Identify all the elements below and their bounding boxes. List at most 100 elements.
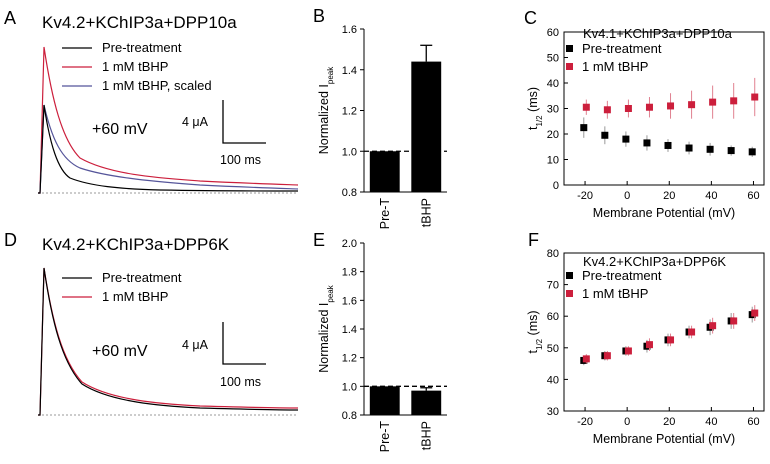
data-point [624, 347, 632, 355]
y-tick-label: 30 [547, 406, 559, 418]
data-point [751, 93, 759, 101]
legend-label: 1 mM tBHP [582, 59, 648, 74]
data-point [603, 106, 611, 114]
panel-d-title: Kv4.2+KChIP3a+DPP6K [42, 235, 230, 254]
legend-label: 1 mM tBHP [582, 286, 648, 301]
y-tick-label: 80 [547, 248, 559, 260]
scale-time-a: 100 ms [220, 153, 261, 167]
panel-letter-b: B [313, 6, 325, 26]
legend-marker [566, 272, 573, 279]
y-tick-label: 60 [547, 311, 559, 323]
panel-letter-d: D [4, 230, 17, 250]
scale-bar-d [222, 322, 266, 365]
y-tick-label: 2.0 [342, 238, 357, 250]
data-point [667, 102, 675, 110]
chart-title: Kv4.2+KChIP3a+DPP6K [583, 254, 726, 269]
x-tick-label: 0 [624, 416, 630, 428]
trace-scaled-a [38, 104, 299, 194]
data-point [730, 317, 738, 325]
data-point [582, 355, 590, 363]
plot-frame [563, 252, 765, 412]
bar-chart-b: 0.8 1.0 1.2 1.4 1.6 Pre-T tBHP Normalized Ipeak [317, 24, 447, 229]
bar [411, 61, 442, 192]
data-point [624, 105, 632, 112]
y-tick-label: 20 [547, 129, 559, 141]
data-point [751, 309, 759, 317]
legend-marker [566, 45, 573, 52]
y-tick-label: 1.2 [342, 106, 357, 118]
y-axis-label: Normalized Ipeak [317, 284, 335, 373]
y-tick-label: 1.6 [342, 295, 357, 307]
panel-a-title: Kv4.2+KChIP3a+DPP10a [42, 13, 237, 32]
y-tick-label: 60 [547, 27, 559, 39]
y-tick-label: 40 [547, 78, 559, 90]
chart-title: Kv4.1+KChIP3a+DPP10a [583, 26, 733, 41]
y-tick-label: 1.0 [342, 146, 357, 158]
y-tick-label: 1.6 [342, 24, 357, 36]
x-tick-label: 20 [663, 190, 675, 202]
data-point [685, 144, 693, 152]
data-point [664, 141, 672, 149]
data-point [730, 97, 738, 105]
scale-bar-a [222, 100, 266, 144]
scatter-chart-f: 30 40 50 60 70 80 -20 0 20 40 60 Membrane Potential… [526, 248, 765, 446]
data-point [645, 341, 653, 349]
legend-label: Pre-treatment [582, 268, 662, 283]
data-point [727, 147, 735, 155]
legend-label-pre: Pre-treatment [102, 40, 182, 55]
panel-d: D Kv4.2+KChIP3a+DPP6K Pre-treatment 1 mM… [4, 230, 299, 416]
data-point [688, 328, 696, 336]
scatter-chart-c: 0 10 20 30 40 50 60 -20 0 20 40 60 Membrane Potentia… [526, 26, 765, 220]
panel-letter-a: A [4, 8, 16, 28]
data-point [709, 322, 717, 330]
y-tick-label: 1.2 [342, 353, 357, 365]
y-tick-label: 40 [547, 374, 559, 386]
y-axis-label: Normalized Ipeak [317, 66, 335, 155]
scale-time-d: 100 ms [220, 375, 261, 389]
y-tick-label: 50 [547, 343, 559, 355]
panel-letter-f: F [528, 230, 539, 250]
legend-label-tbhp: 1 mM tBHP [102, 289, 168, 304]
panel-letter-e: E [313, 230, 325, 250]
x-tick-label: 0 [624, 190, 630, 202]
data-point [706, 145, 714, 153]
x-tick-label: tBHP [419, 421, 433, 450]
data-point [580, 124, 588, 132]
y-tick-label: 1.8 [342, 267, 357, 279]
data-point [645, 103, 653, 111]
x-tick-label: 40 [705, 190, 717, 202]
x-tick-label: 20 [663, 416, 675, 428]
x-tick-label: 60 [747, 190, 759, 202]
data-point [622, 135, 630, 143]
x-tick-label: tBHP [419, 198, 433, 227]
y-tick-label: 0 [553, 180, 559, 192]
y-axis-label: t1/2 (ms) [526, 310, 544, 353]
scale-current-a: 4 μA [182, 115, 209, 129]
data-point [603, 352, 611, 360]
bar-chart-e: 0.8 1.0 1.2 1.4 1.6 1.8 2.0 Pre-T tBHP Normalized… [317, 238, 447, 452]
legend-marker [566, 63, 573, 70]
x-axis-label: Membrane Potential (mV) [593, 432, 735, 446]
data-point [667, 336, 675, 344]
bar [369, 386, 400, 415]
legend-label-scaled: 1 mM tBHP, scaled [102, 78, 212, 93]
x-tick-label: -20 [577, 190, 593, 202]
bar [369, 151, 400, 192]
trace-pre-a [38, 104, 299, 194]
y-tick-label: 1.4 [342, 65, 357, 77]
y-tick-label: 1.0 [342, 381, 357, 393]
x-tick-label: 40 [705, 416, 717, 428]
y-tick-label: 30 [547, 104, 559, 116]
x-tick-label: Pre-T [378, 198, 392, 230]
legend-label: Pre-treatment [582, 41, 662, 56]
charts: 0.8 1.0 1.2 1.4 1.6 Pre-T tBHP Normalized Ipeak… [317, 24, 765, 452]
data-point [748, 148, 756, 156]
data-point [582, 103, 590, 111]
panel-a: A Kv4.2+KChIP3a+DPP10a Pre-treatment 1 m… [4, 8, 299, 194]
bar [411, 390, 442, 415]
x-tick-label: Pre-T [378, 421, 392, 453]
data-point [709, 98, 717, 106]
panel-letter-c: C [524, 8, 537, 28]
data-point [688, 101, 696, 109]
